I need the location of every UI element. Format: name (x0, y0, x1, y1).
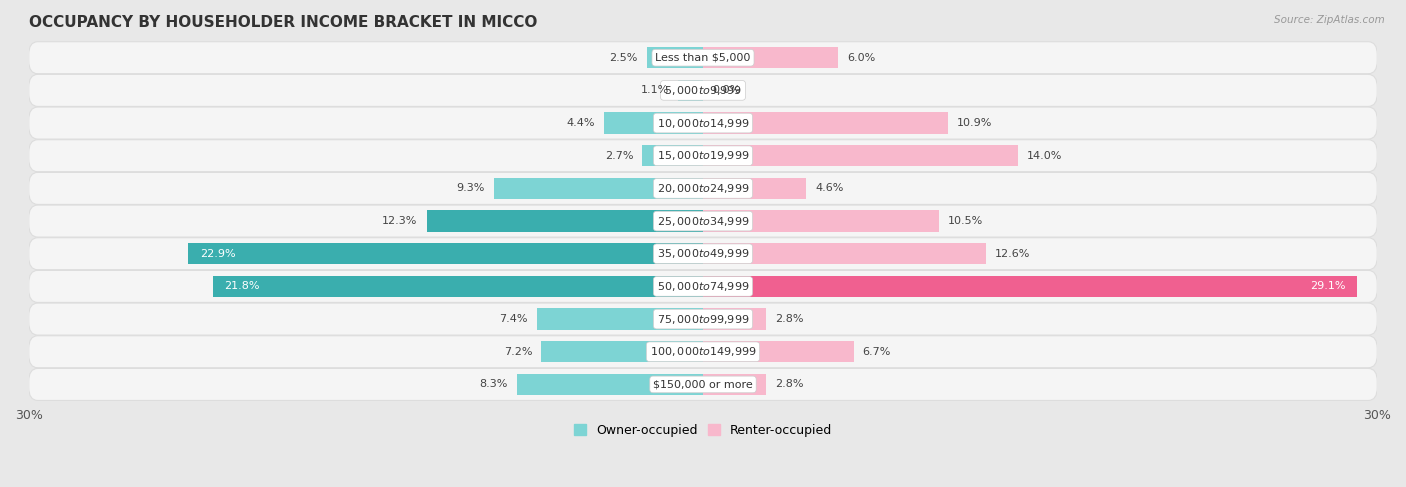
FancyBboxPatch shape (28, 42, 1378, 74)
Text: $100,000 to $149,999: $100,000 to $149,999 (650, 345, 756, 358)
Text: $50,000 to $74,999: $50,000 to $74,999 (657, 280, 749, 293)
Text: 6.0%: 6.0% (846, 53, 875, 63)
FancyBboxPatch shape (28, 336, 1378, 368)
FancyBboxPatch shape (28, 107, 1378, 139)
Text: 7.2%: 7.2% (503, 347, 533, 357)
Text: 4.6%: 4.6% (815, 184, 844, 193)
Text: 10.9%: 10.9% (957, 118, 993, 128)
Text: $25,000 to $34,999: $25,000 to $34,999 (657, 215, 749, 227)
Text: 7.4%: 7.4% (499, 314, 527, 324)
Text: $150,000 or more: $150,000 or more (654, 379, 752, 390)
Bar (703, 47, 838, 68)
Bar (703, 243, 986, 264)
Bar (605, 112, 703, 133)
Text: 2.5%: 2.5% (609, 53, 638, 63)
Text: $5,000 to $9,999: $5,000 to $9,999 (664, 84, 742, 97)
Text: $10,000 to $14,999: $10,000 to $14,999 (657, 116, 749, 130)
Bar (703, 178, 807, 199)
Bar (214, 276, 703, 297)
Bar (703, 308, 766, 330)
Text: Source: ZipAtlas.com: Source: ZipAtlas.com (1274, 15, 1385, 25)
Bar (541, 341, 703, 362)
Text: 29.1%: 29.1% (1310, 281, 1346, 291)
Text: 12.6%: 12.6% (995, 249, 1031, 259)
Bar (703, 145, 1018, 167)
Bar (647, 47, 703, 68)
Text: 21.8%: 21.8% (225, 281, 260, 291)
Text: 9.3%: 9.3% (457, 184, 485, 193)
Text: 4.4%: 4.4% (567, 118, 595, 128)
Bar (703, 276, 1357, 297)
Bar (426, 210, 703, 232)
Bar (537, 308, 703, 330)
Bar (703, 341, 853, 362)
Text: 14.0%: 14.0% (1026, 151, 1062, 161)
Text: $75,000 to $99,999: $75,000 to $99,999 (657, 313, 749, 326)
Text: $15,000 to $19,999: $15,000 to $19,999 (657, 149, 749, 162)
FancyBboxPatch shape (28, 238, 1378, 270)
Bar (643, 145, 703, 167)
Text: 1.1%: 1.1% (641, 85, 669, 95)
Text: Less than $5,000: Less than $5,000 (655, 53, 751, 63)
Text: $35,000 to $49,999: $35,000 to $49,999 (657, 247, 749, 260)
FancyBboxPatch shape (28, 140, 1378, 172)
Text: 0.0%: 0.0% (711, 85, 740, 95)
Bar (494, 178, 703, 199)
FancyBboxPatch shape (28, 172, 1378, 205)
Text: 2.8%: 2.8% (775, 314, 803, 324)
Text: 12.3%: 12.3% (382, 216, 418, 226)
FancyBboxPatch shape (28, 205, 1378, 237)
Bar (678, 80, 703, 101)
Text: $20,000 to $24,999: $20,000 to $24,999 (657, 182, 749, 195)
Bar (703, 112, 948, 133)
Bar (516, 374, 703, 395)
Text: 2.7%: 2.7% (605, 151, 633, 161)
Text: 6.7%: 6.7% (862, 347, 891, 357)
Legend: Owner-occupied, Renter-occupied: Owner-occupied, Renter-occupied (568, 419, 838, 442)
Bar (703, 210, 939, 232)
Text: 22.9%: 22.9% (200, 249, 235, 259)
FancyBboxPatch shape (28, 369, 1378, 400)
FancyBboxPatch shape (28, 270, 1378, 302)
Text: 8.3%: 8.3% (479, 379, 508, 390)
FancyBboxPatch shape (28, 75, 1378, 106)
Text: 2.8%: 2.8% (775, 379, 803, 390)
Bar (188, 243, 703, 264)
Text: 10.5%: 10.5% (948, 216, 983, 226)
Text: OCCUPANCY BY HOUSEHOLDER INCOME BRACKET IN MICCO: OCCUPANCY BY HOUSEHOLDER INCOME BRACKET … (30, 15, 537, 30)
FancyBboxPatch shape (28, 303, 1378, 335)
Bar (703, 374, 766, 395)
